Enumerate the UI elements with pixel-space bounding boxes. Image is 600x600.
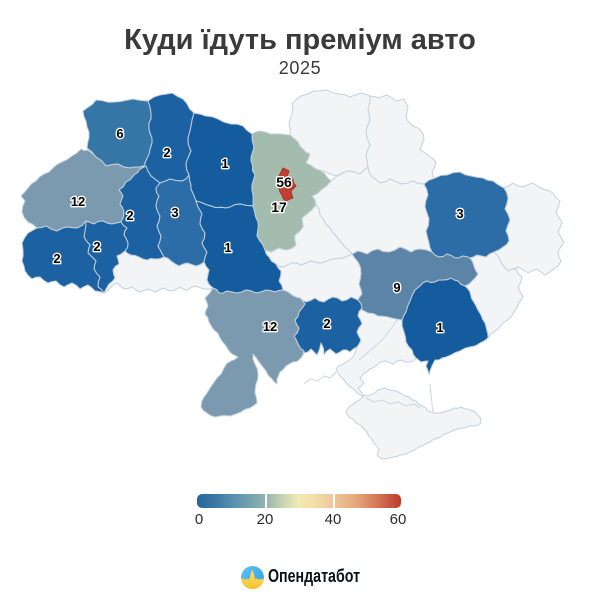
svg-text:2: 2: [53, 251, 60, 266]
svg-text:1: 1: [224, 240, 231, 255]
svg-text:1: 1: [221, 156, 228, 171]
svg-text:12: 12: [71, 194, 85, 209]
svg-text:2: 2: [126, 208, 133, 223]
svg-text:6: 6: [116, 126, 123, 141]
svg-text:3: 3: [171, 205, 178, 220]
svg-text:2: 2: [323, 316, 330, 331]
svg-text:17: 17: [271, 199, 287, 215]
svg-text:2: 2: [163, 145, 170, 160]
svg-text:12: 12: [263, 319, 277, 334]
svg-text:2: 2: [93, 239, 100, 254]
svg-text:3: 3: [456, 206, 463, 221]
svg-text:1: 1: [436, 320, 443, 335]
svg-text:9: 9: [393, 280, 400, 295]
svg-text:56: 56: [276, 174, 292, 190]
